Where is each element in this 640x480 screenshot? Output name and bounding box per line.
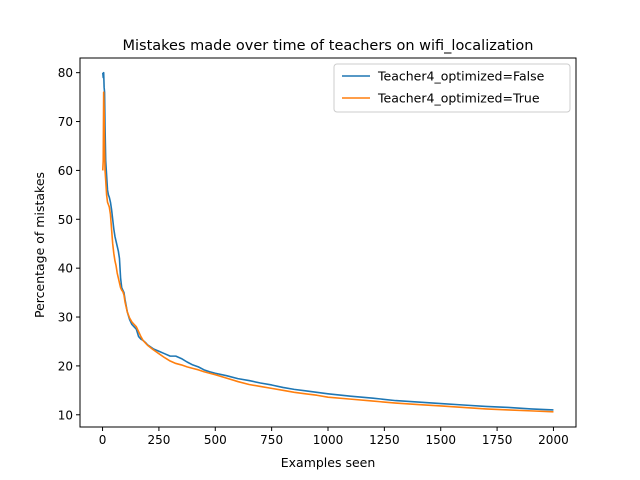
series-layer bbox=[101, 71, 554, 413]
x-tick-label: 1250 bbox=[369, 433, 400, 447]
series-line-2 bbox=[101, 91, 554, 413]
y-tick-label: 50 bbox=[58, 213, 73, 227]
legend-label-2: Teacher4_optimized=True bbox=[377, 91, 540, 106]
x-tick-label: 1000 bbox=[313, 433, 344, 447]
legend: Teacher4_optimized=False Teacher4_optimiz… bbox=[333, 63, 571, 113]
x-axis-ticks: 0 250 500 750 1000 1250 1500 1750 2000 bbox=[99, 427, 569, 447]
x-tick-label: 250 bbox=[147, 433, 170, 447]
x-tick-label: 0 bbox=[99, 433, 107, 447]
x-axis-label: Examples seen bbox=[281, 455, 376, 470]
y-tick-label: 70 bbox=[58, 115, 73, 129]
y-tick-label: 40 bbox=[58, 262, 73, 276]
x-tick-label: 2000 bbox=[538, 433, 569, 447]
x-tick-label: 1750 bbox=[482, 433, 513, 447]
legend-label-1: Teacher4_optimized=False bbox=[377, 69, 545, 84]
y-tick-label: 80 bbox=[58, 66, 73, 80]
y-tick-label: 30 bbox=[58, 311, 73, 325]
y-tick-label: 20 bbox=[58, 359, 73, 373]
x-tick-label: 1500 bbox=[425, 433, 456, 447]
chart-title: Mistakes made over time of teachers on w… bbox=[123, 38, 534, 54]
x-tick-label: 750 bbox=[260, 433, 283, 447]
x-tick-label: 500 bbox=[204, 433, 227, 447]
y-tick-label: 60 bbox=[58, 164, 73, 178]
y-tick-label: 10 bbox=[58, 408, 73, 422]
y-axis-ticks: 10 20 30 40 50 60 70 80 bbox=[58, 66, 80, 422]
legend-box bbox=[333, 63, 571, 113]
y-axis-label: Percentage of mistakes bbox=[32, 172, 47, 318]
